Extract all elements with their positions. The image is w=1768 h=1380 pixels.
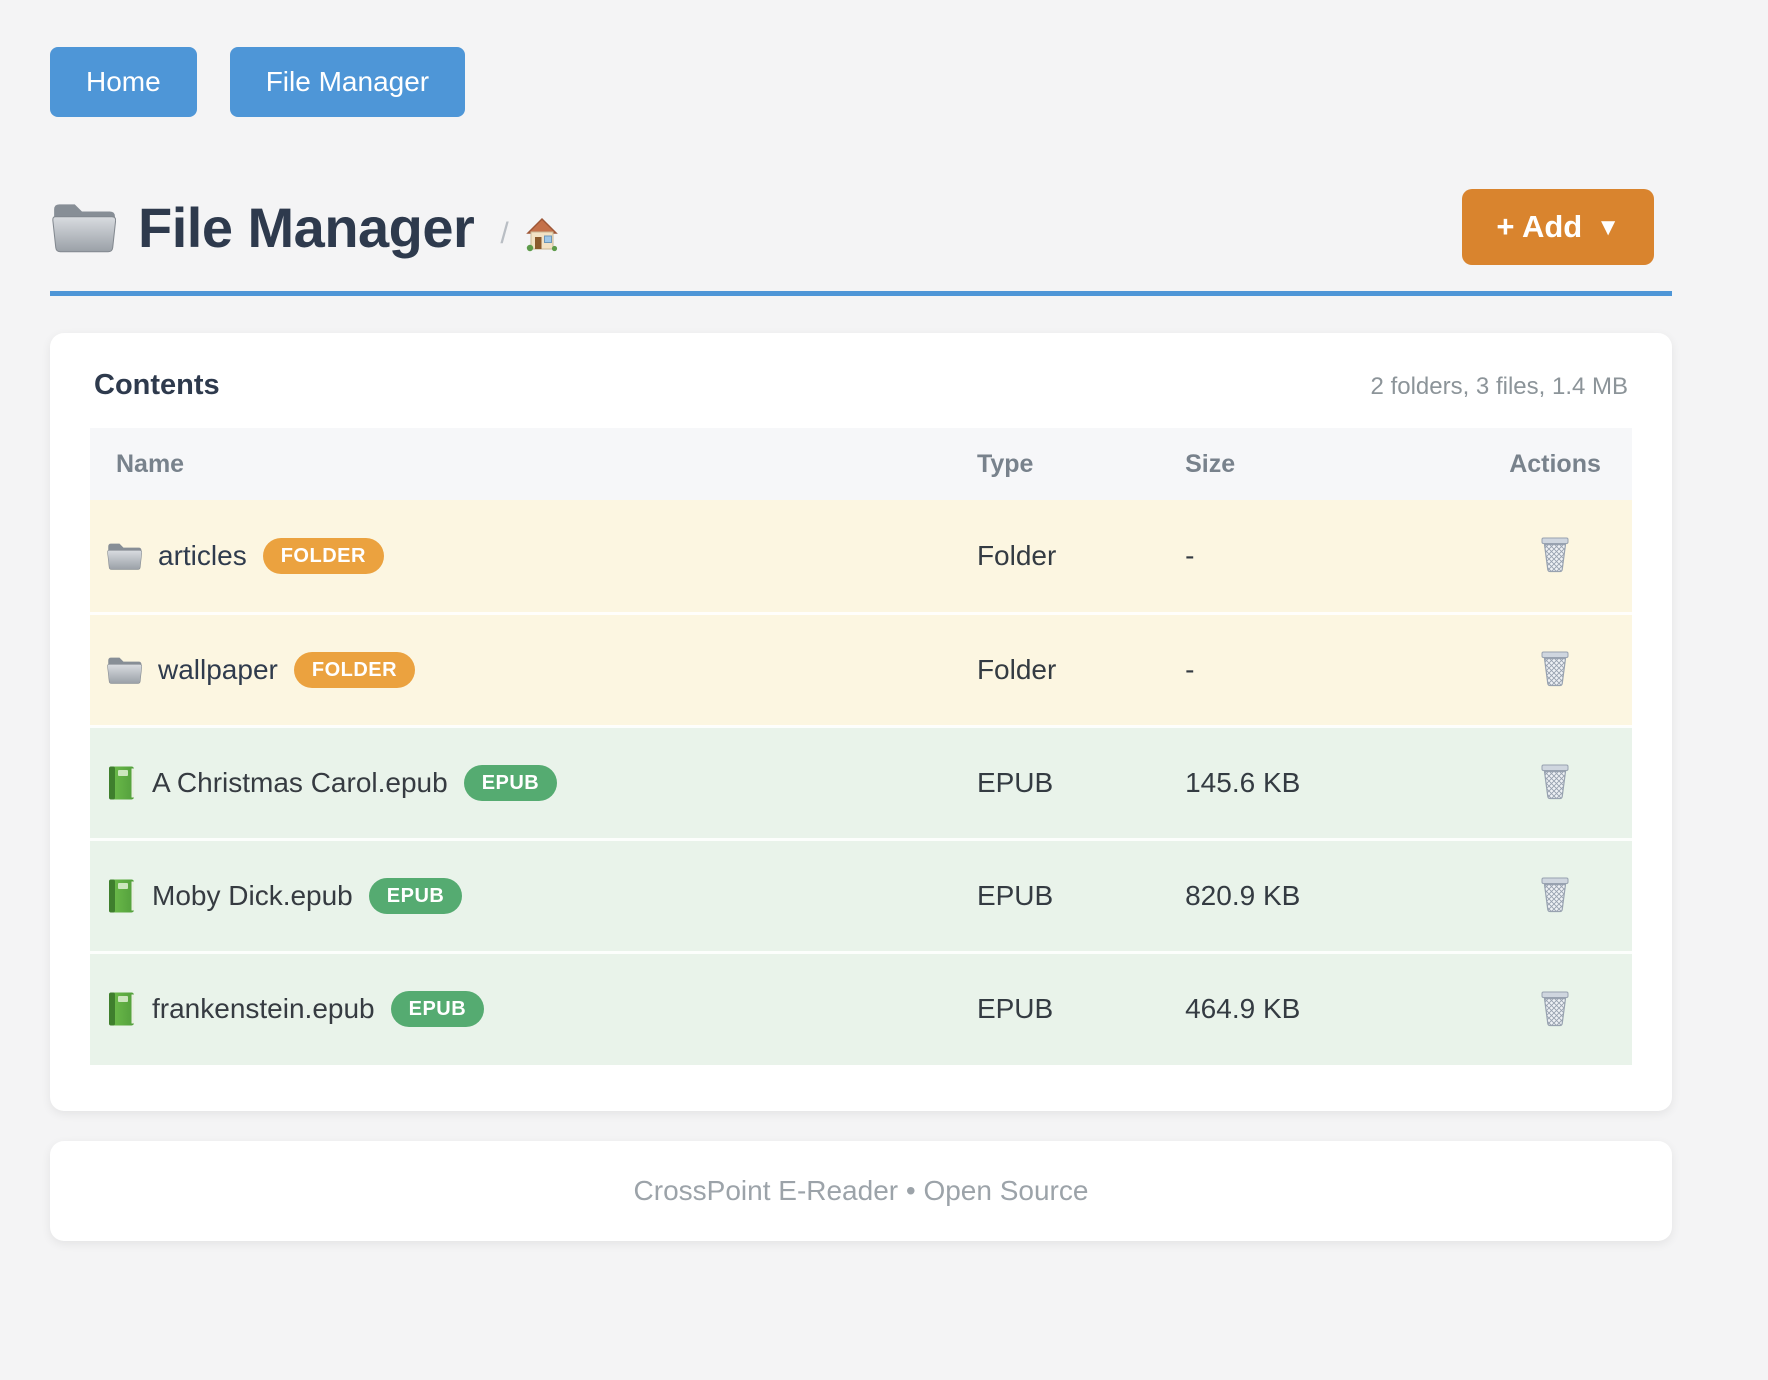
delete-button[interactable] [1535, 530, 1575, 581]
add-button-label: + Add [1496, 209, 1583, 244]
size-cell: 145.6 KB [1177, 724, 1471, 839]
name-cell: Moby Dick.epub EPUB [90, 837, 969, 952]
table-header-row: Name Type Size Actions [90, 428, 1632, 500]
type-cell: Folder [976, 539, 1057, 571]
table-row: A Christmas Carol.epub EPUB EPUB 145.6 K… [90, 724, 1632, 839]
column-header-type: Type [968, 428, 1178, 500]
column-header-size: Size [1177, 428, 1471, 500]
file-name-link[interactable]: wallpaper [158, 653, 278, 685]
trash-icon [1539, 874, 1571, 914]
add-button[interactable]: + Add ▼ [1462, 189, 1654, 265]
actions-cell [1470, 724, 1632, 839]
type-cell: EPUB [968, 950, 1178, 1065]
book-icon [106, 878, 136, 914]
table-row: frankenstein.epub EPUB EPUB 464.9 KB [90, 950, 1632, 1065]
table-row: articles FOLDER Folder - [90, 500, 1632, 613]
trash-icon [1539, 761, 1571, 801]
header-divider [50, 291, 1672, 296]
footer-text: CrossPoint E-Reader • Open Source [633, 1175, 1089, 1206]
home-button[interactable]: Home [50, 47, 197, 117]
size-cell: - [1185, 539, 1195, 571]
book-icon [106, 991, 136, 1027]
name-cell: A Christmas Carol.epub EPUB [90, 724, 969, 839]
folder-icon [106, 540, 142, 572]
table-row: wallpaper FOLDER Folder - [90, 611, 1632, 726]
name-cell: articles FOLDER [90, 500, 969, 613]
book-icon [106, 765, 136, 801]
chevron-down-icon: ▼ [1596, 214, 1620, 241]
type-cell: EPUB [968, 837, 1178, 952]
table-row: Moby Dick.epub EPUB EPUB 820.9 KB [90, 837, 1632, 952]
actions-cell [1470, 950, 1632, 1065]
epub-badge: EPUB [368, 877, 463, 914]
contents-summary: 2 folders, 3 files, 1.4 MB [1370, 373, 1628, 400]
folder-badge: FOLDER [293, 651, 416, 688]
name-cell: frankenstein.epub EPUB [90, 950, 969, 1065]
file-manager-button[interactable]: File Manager [229, 47, 466, 117]
files-table: Name Type Size Actions articles FOLDER [90, 428, 1632, 1065]
footer: CrossPoint E-Reader • Open Source [50, 1141, 1672, 1241]
delete-button[interactable] [1535, 757, 1575, 808]
page-header: File Manager / + Add ▼ [50, 189, 1672, 265]
file-name-link[interactable]: frankenstein.epub [152, 993, 375, 1025]
actions-cell [1470, 837, 1632, 952]
folder-badge: FOLDER [262, 537, 384, 574]
actions-cell [1470, 611, 1632, 726]
page-title: File Manager [138, 195, 475, 259]
breadcrumb: / [500, 215, 560, 253]
type-cell: EPUB [968, 724, 1178, 839]
size-cell: 464.9 KB [1177, 950, 1471, 1065]
column-header-name: Name [90, 428, 969, 500]
folder-icon [106, 654, 142, 686]
epub-badge: EPUB [390, 991, 485, 1028]
trash-icon [1539, 988, 1571, 1028]
size-cell: - [1177, 611, 1471, 726]
epub-badge: EPUB [463, 764, 558, 801]
top-nav: Home File Manager [50, 0, 1672, 117]
delete-button[interactable] [1535, 644, 1575, 695]
size-cell: 820.9 KB [1177, 837, 1471, 952]
trash-icon [1539, 648, 1571, 688]
actions-cell [1470, 500, 1632, 613]
contents-card: Contents 2 folders, 3 files, 1.4 MB Name… [50, 333, 1672, 1111]
type-cell: Folder [968, 611, 1178, 726]
delete-button[interactable] [1535, 870, 1575, 921]
file-name-link[interactable]: A Christmas Carol.epub [152, 766, 448, 798]
file-name-link[interactable]: Moby Dick.epub [152, 879, 353, 911]
trash-icon [1539, 534, 1571, 574]
folder-icon [50, 199, 116, 255]
column-header-actions: Actions [1470, 428, 1632, 500]
name-cell: wallpaper FOLDER [90, 611, 969, 726]
file-name-link[interactable]: articles [158, 539, 247, 571]
home-icon[interactable] [523, 215, 561, 253]
delete-button[interactable] [1535, 984, 1575, 1035]
breadcrumb-separator: / [500, 217, 509, 250]
contents-heading: Contents [94, 369, 220, 401]
